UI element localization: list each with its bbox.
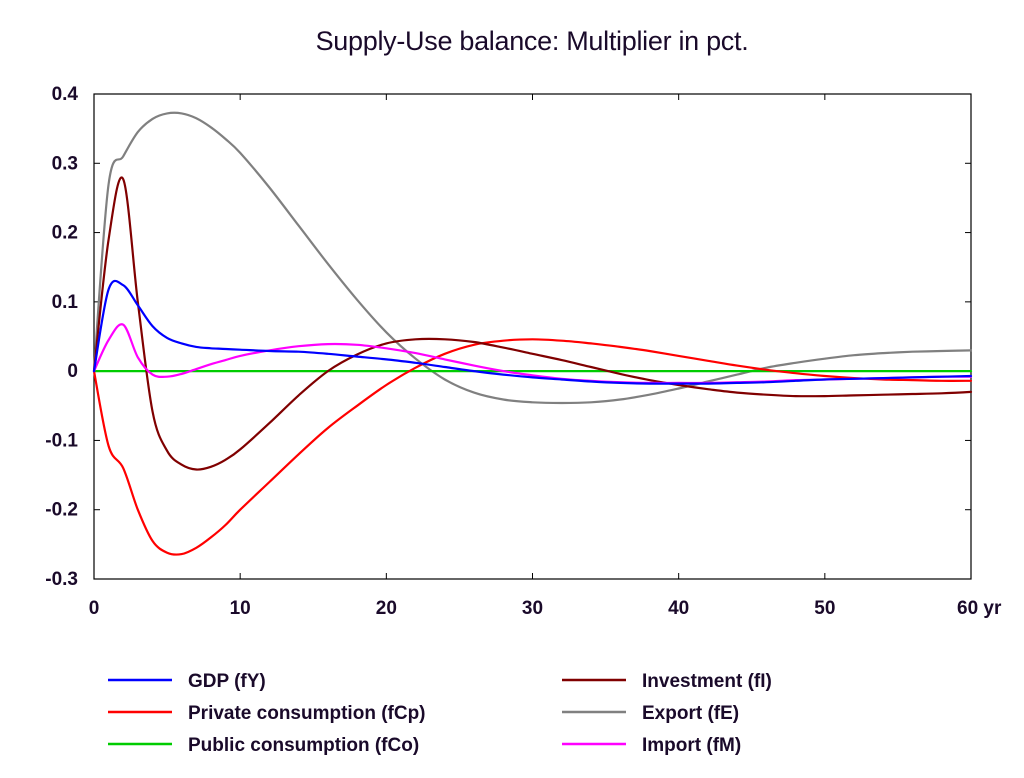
chart-title: Supply-Use balance: Multiplier in pct. bbox=[316, 26, 749, 56]
y-tick-label: 0.4 bbox=[52, 84, 79, 105]
y-tick-label: 0 bbox=[67, 361, 78, 382]
y-tick-label: 0.2 bbox=[52, 223, 78, 244]
series-line-gdp-fy bbox=[92, 279, 973, 385]
legend-label-investment-fi: Investment (fI) bbox=[642, 671, 772, 692]
x-tick-label: 40 bbox=[668, 598, 689, 619]
series-line-investment-fi bbox=[92, 176, 973, 471]
y-tick-label: -0.3 bbox=[45, 569, 78, 590]
series-lines bbox=[92, 111, 973, 556]
y-tick-label: 0.1 bbox=[52, 292, 79, 313]
x-tick-label: 30 bbox=[522, 598, 543, 619]
y-tick-label: -0.2 bbox=[45, 500, 78, 521]
axis-ticks: 0.4 0.3 0.2 0.1 0 -0.1 -0.2 -0.3 0 10 20 30 40 50 60 y… bbox=[45, 84, 1002, 619]
x-tick-label: 60 yr bbox=[957, 598, 1002, 619]
legend-label-public-consumption-fco: Public consumption (fCo) bbox=[188, 735, 419, 756]
x-tick-label: 10 bbox=[230, 598, 251, 619]
legend-label-import-fm: Import (fM) bbox=[642, 735, 741, 756]
x-tick-label: 20 bbox=[376, 598, 397, 619]
x-tick-label: 0 bbox=[89, 598, 100, 619]
x-tick-label: 50 bbox=[814, 598, 835, 619]
y-tick-label: -0.1 bbox=[45, 430, 78, 451]
legend-label-export-fe: Export (fE) bbox=[642, 703, 739, 724]
legend: GDP (fY) Investment (fI) Private consumpti… bbox=[108, 671, 772, 756]
legend-label-private-consumption-fcp: Private consumption (fCp) bbox=[188, 703, 426, 724]
y-tick-label: 0.3 bbox=[52, 153, 78, 174]
series-line-export-fe bbox=[92, 111, 973, 405]
plot-frame bbox=[93, 93, 972, 580]
legend-label-gdp-fy: GDP (fY) bbox=[188, 671, 266, 692]
series-line-private-consumption-fcp bbox=[92, 338, 973, 556]
